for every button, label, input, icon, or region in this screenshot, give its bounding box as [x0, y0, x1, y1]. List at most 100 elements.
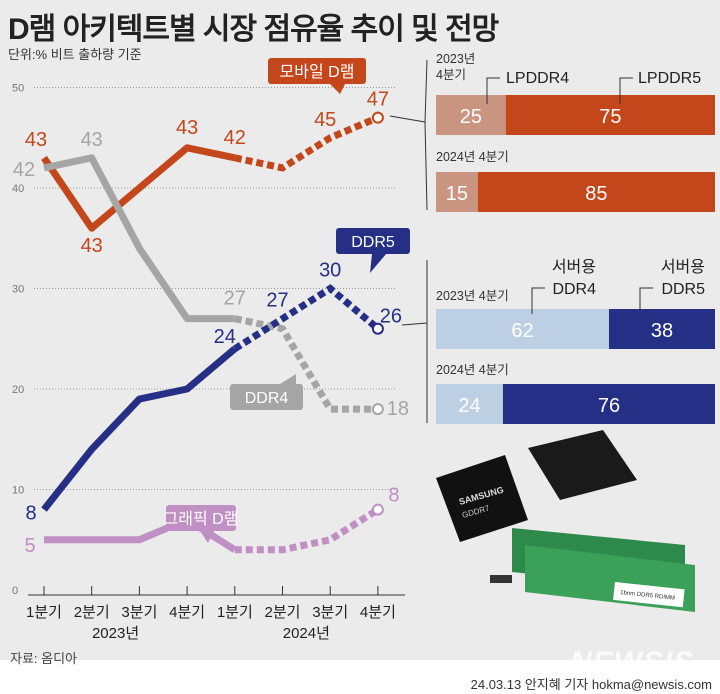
ddr5-line-forecast: [232, 284, 381, 352]
ddr4-callout-tail: [280, 374, 296, 384]
server-ddr4-leader: [531, 287, 545, 314]
graphics-callout: [166, 505, 236, 531]
ddr4-line-forecast: [234, 315, 378, 413]
x-group-label: 2024년: [283, 625, 330, 642]
mobile-callout-label: 모바일 D램: [280, 63, 355, 81]
ddr5-data-label: 8: [25, 503, 36, 525]
server-share-category-label: 2024년 4분기: [436, 363, 509, 377]
server-ddr5-legend: 서버용: [661, 258, 705, 276]
mobile-share-bar-value: 85: [585, 183, 607, 205]
y-tick-label: 40: [12, 183, 24, 195]
mobile-share-bar-value: 15: [446, 183, 468, 205]
server-ddr4-legend: 서버용: [552, 258, 596, 276]
server-share-bar-서버용-ddr5: [502, 384, 715, 424]
mobile-callout-tail: [330, 84, 345, 94]
page-title: D램 아키텍트별 시장 점유율 추이 및 전망: [8, 13, 499, 46]
ddr4-callout: [230, 384, 303, 410]
x-tick-label: 4분기: [360, 604, 396, 621]
mobile-share-category-label: 4분기: [436, 68, 466, 82]
lpddr4-legend: LPDDR4: [506, 70, 569, 87]
graphics-data-label: 5: [24, 535, 35, 557]
ddr5-line-actual: [41, 346, 238, 512]
lpddr5-legend: LPDDR5: [638, 70, 701, 87]
server-share-bar-서버용-ddr4: [436, 309, 609, 349]
mobile-data-label: 45: [314, 109, 336, 131]
y-tick-label: 0: [12, 585, 18, 597]
lpddr4-leader: [486, 77, 500, 104]
ram-module-label: 1bnm DDR5 RDIMM: [620, 590, 675, 602]
y-tick-label: 10: [12, 485, 24, 497]
ddr4-data-label: 18: [387, 398, 409, 420]
y-tick-label: 30: [12, 284, 24, 296]
mobile-data-label: 43: [176, 117, 198, 139]
graphics-callout-tail: [200, 531, 214, 543]
ddr5-data-label: 30: [319, 260, 341, 282]
server-ddr5-legend: DDR5: [661, 281, 705, 298]
mobile-share-bar-value: 75: [599, 106, 621, 128]
dram-chip-back: [528, 430, 637, 500]
graphics-line-forecast: [234, 506, 380, 554]
ddr5-bracket: [401, 260, 428, 423]
x-tick-label: 2분기: [74, 604, 110, 621]
server-share-category-label: 2023년 4분기: [436, 289, 509, 303]
mobile-line-actual: [41, 144, 236, 232]
ddr5-callout-tail: [370, 254, 386, 273]
ddr5-data-label: 27: [266, 290, 288, 312]
ddr5-end-point: [371, 322, 384, 335]
mobile-callout: [268, 58, 366, 84]
mobile-data-label: 43: [25, 129, 47, 151]
server-share-bar-서버용-ddr5: [608, 309, 715, 349]
x-tick-label: 1분기: [217, 604, 253, 621]
mobile-data-label: 43: [81, 235, 103, 257]
source-note: 자료: 옴디아: [10, 651, 78, 666]
mobile-line-forecast: [234, 114, 380, 172]
x-tick-label: 3분기: [312, 604, 348, 621]
ddr4-callout-label: DDR4: [245, 390, 289, 407]
x-tick-label: 2분기: [265, 604, 301, 621]
server-share-bar-서버용-ddr4: [436, 384, 503, 424]
x-group-label: 2023년: [92, 625, 139, 642]
x-tick-label: 3분기: [121, 604, 157, 621]
mobile-share-bar-lpddr4: [436, 172, 478, 212]
gddr7-chip: [436, 455, 528, 542]
x-tick-label: 1분기: [26, 604, 62, 621]
lpddr5-leader: [619, 77, 633, 104]
mobile-share-bar-value: 25: [460, 106, 482, 128]
ddr4-end-point: [371, 403, 384, 416]
ddr5-data-label: 24: [214, 326, 236, 348]
graphics-end-point: [371, 503, 384, 516]
mobile-share-bar-lpddr5: [505, 95, 715, 135]
server-ddr4-legend: DDR4: [552, 281, 596, 298]
mobile-share-category-label: 2024년 4분기: [436, 150, 509, 164]
ddr5-callout: [336, 228, 410, 254]
server-share-bar-value: 24: [458, 395, 480, 417]
ddr4-data-label: 27: [224, 288, 246, 310]
mobile-share-bar-lpddr4: [436, 95, 506, 135]
x-tick-label: 4분기: [169, 604, 205, 621]
ram-module-label-bg: [613, 582, 685, 608]
graphics-callout-label: 그래픽 D램: [164, 510, 239, 528]
graphics-data-label: 8: [388, 485, 399, 507]
mobile-data-label: 47: [367, 89, 389, 111]
ddr4-data-label: 43: [81, 129, 103, 151]
ddr4-line-actual: [43, 154, 235, 323]
mobile-bracket: [389, 59, 428, 211]
mobile-data-label: 42: [224, 127, 246, 149]
server-ddr5-leader: [639, 287, 653, 314]
server-share-bar-value: 62: [511, 320, 533, 342]
y-tick-label: 20: [12, 384, 24, 396]
unit-note: 단위:% 비트 출하량 기준: [8, 47, 142, 62]
server-share-bar-value: 76: [598, 395, 620, 417]
newsis-logo: NEWSIS: [570, 646, 695, 679]
ddr5-data-label: 26: [380, 306, 402, 328]
ddr5-callout-label: DDR5: [351, 234, 395, 251]
small-chips: [490, 575, 512, 583]
credit-line: 24.03.13 안지혜 기자 hokma@newsis.com: [470, 677, 712, 692]
mobile-share-bar-lpddr5: [477, 172, 715, 212]
mobile-share-category-label: 2023년: [436, 52, 475, 66]
ddr4-data-label: 42: [13, 159, 35, 181]
y-tick-label: 50: [12, 83, 24, 95]
server-share-bar-value: 38: [651, 320, 673, 342]
mobile-end-point: [371, 111, 384, 124]
